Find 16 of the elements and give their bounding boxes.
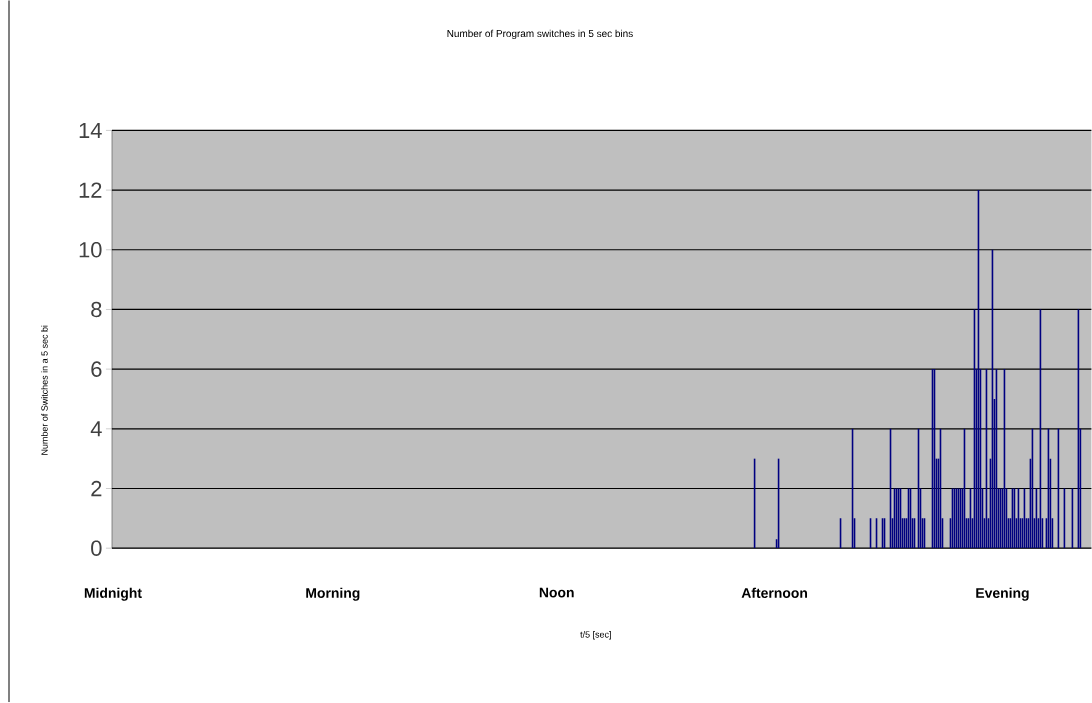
y-tick-label: 2 [91, 481, 102, 497]
y-tick-label: 0 [91, 540, 102, 557]
y-tick-label: 4 [90, 421, 102, 437]
y-tick-label: 8 [91, 301, 102, 318]
x-tick-label: Evening [976, 587, 1029, 601]
y-axis-title: Number of Switches in a 5 sec bi [41, 325, 48, 455]
y-tick-label: 14 [79, 123, 102, 139]
x-axis-title: t/5 [sec] [580, 631, 611, 640]
y-tick-label: 10 [79, 242, 102, 258]
x-tick-label: Midnight [84, 587, 142, 601]
y-tick-label: 6 [91, 361, 102, 378]
y-tick-label: 12 [79, 182, 102, 198]
x-tick-label: Noon [539, 587, 574, 598]
x-tick-label: Afternoon [741, 587, 808, 599]
chart-title: Number of Program switches in 5 sec bins [447, 29, 633, 40]
x-tick-label: Morning [306, 587, 360, 601]
